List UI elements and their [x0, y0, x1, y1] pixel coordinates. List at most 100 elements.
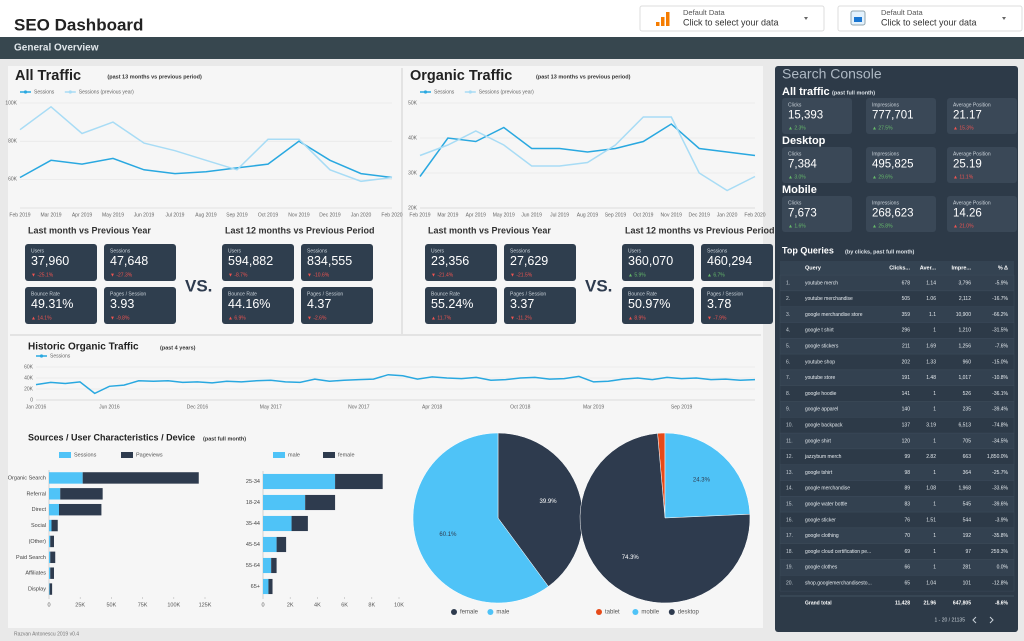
x-tick-label: 0 — [47, 602, 50, 608]
pie-slice — [664, 432, 751, 519]
kpi-change: ▲ 14.1% — [31, 315, 52, 321]
kpi-value: 268,623 — [872, 207, 914, 219]
table-cell: google sticker — [805, 517, 836, 523]
kpi-card — [947, 196, 1017, 232]
y-tick-label: 65+ — [251, 584, 260, 590]
bar — [50, 551, 56, 564]
kpi-card — [866, 196, 936, 232]
x-tick-label: Sep 2019 — [671, 404, 693, 410]
table-cell: 0.0% — [997, 565, 1009, 571]
kpi-label: Sessions — [707, 248, 728, 254]
prev-page[interactable] — [972, 616, 977, 624]
next-page[interactable] — [989, 616, 994, 624]
table-cell: 1 — [933, 438, 936, 444]
group-title: Mobile — [782, 184, 817, 196]
table-cell: google tshirt — [805, 470, 833, 476]
kpi-card — [104, 244, 176, 281]
table-cell: google shirt — [805, 438, 831, 444]
table-cell: youtube shop — [805, 359, 835, 365]
table-cell: google merchandise store — [805, 312, 863, 318]
x-tick-label: May 2019 — [493, 212, 515, 218]
data-source-selector[interactable] — [837, 5, 1023, 32]
kpi-card — [622, 287, 694, 324]
row-rank: 7. — [786, 375, 790, 381]
kpi-label: Average Position — [953, 151, 991, 157]
table-cell: 3,796 — [958, 280, 971, 286]
table-cell: 69 — [904, 549, 910, 555]
x-tick-label: Jan 2020 — [351, 212, 372, 218]
y-tick-label: 60K — [24, 364, 34, 370]
kpi-change: ▲ 1.6% — [788, 223, 806, 229]
kpi-change: ▼ -11.2% — [510, 315, 532, 321]
legend-swatch — [121, 452, 133, 458]
bar — [49, 583, 50, 595]
x-tick-label: Oct 2018 — [510, 404, 531, 410]
row-rank: 14. — [786, 486, 793, 492]
kpi-change: ▲ 8.9% — [628, 315, 646, 321]
total-cell: 21.96 — [923, 600, 936, 606]
kpi-value: 25.19 — [953, 158, 982, 170]
table-cell: -12.8% — [992, 581, 1008, 587]
x-tick-label: Oct 2019 — [258, 212, 279, 218]
table-cell: google hoodie — [805, 391, 837, 397]
kpi-card — [782, 196, 852, 232]
table-cell: 526 — [963, 391, 972, 397]
total-cell: 647,805 — [953, 600, 971, 606]
table-cell: 191 — [902, 375, 911, 381]
series-line — [419, 116, 756, 192]
kpi-group-title: Last 12 months vs Previous Period — [225, 225, 375, 235]
table-row — [779, 575, 1015, 592]
group-subtitle: (past full month) — [832, 90, 875, 96]
kpi-value: 50.97% — [628, 297, 670, 311]
bar — [50, 567, 54, 579]
source-hint: Click to select your data — [881, 17, 977, 27]
section-title: All Traffic — [15, 68, 81, 84]
legend-swatch — [468, 90, 472, 94]
table-cell: 101 — [963, 581, 972, 587]
kpi-value: 27,629 — [510, 254, 548, 268]
legend-label: Sessions (previous year) — [479, 89, 534, 95]
kpi-change: ▼ -27.3% — [110, 272, 133, 278]
kpi-card — [504, 287, 576, 324]
group-title: Desktop — [782, 135, 826, 147]
legend-swatch — [273, 452, 285, 458]
kpi-card — [701, 287, 773, 324]
kpi-change: ▲ 5.9% — [628, 272, 646, 278]
table-cell: 505 — [902, 296, 911, 302]
bar — [268, 578, 273, 595]
y-tick-label: 40K — [408, 135, 418, 141]
legend-label: female — [338, 452, 355, 458]
data-label: 60.1% — [439, 532, 457, 538]
group-title: All traffic — [782, 86, 830, 98]
x-tick-label: Feb 2020 — [744, 212, 765, 218]
legend-label: male — [496, 610, 510, 616]
row-rank: 6. — [786, 359, 790, 365]
y-tick-label: Organic Search — [8, 475, 46, 481]
table-cell: 6,513 — [958, 423, 971, 429]
source-hint: Click to select your data — [683, 17, 779, 27]
table-cell: 1.08 — [926, 486, 936, 492]
legend-label: mobile — [641, 610, 659, 616]
table-cell: -74.8% — [992, 423, 1008, 429]
y-tick-label: 100K — [5, 100, 17, 106]
kpi-value: 21.17 — [953, 109, 982, 121]
y-tick-label: (Other) — [29, 539, 47, 545]
table-cell: 76 — [904, 517, 910, 523]
bar — [51, 519, 58, 532]
kpi-value: 3.78 — [707, 297, 731, 311]
table-cell: shop.googlemerchandisesto... — [805, 581, 872, 587]
bar — [49, 503, 59, 516]
source-icon — [661, 17, 665, 26]
row-rank: 18. — [786, 549, 793, 555]
data-source-selector[interactable] — [639, 5, 825, 32]
table-cell: 1.06 — [926, 296, 936, 302]
kpi-label: Clicks — [788, 151, 802, 157]
series-line — [19, 140, 393, 179]
table-cell: google water bottle — [805, 502, 847, 508]
kpi-change: ▼ -21.4% — [431, 272, 454, 278]
table-cell: -5.9% — [995, 280, 1009, 286]
table-cell: 66 — [904, 565, 910, 571]
y-tick-label: 35-44 — [246, 521, 260, 527]
column-header: Aver... — [920, 265, 937, 271]
row-rank: 2. — [786, 296, 790, 302]
